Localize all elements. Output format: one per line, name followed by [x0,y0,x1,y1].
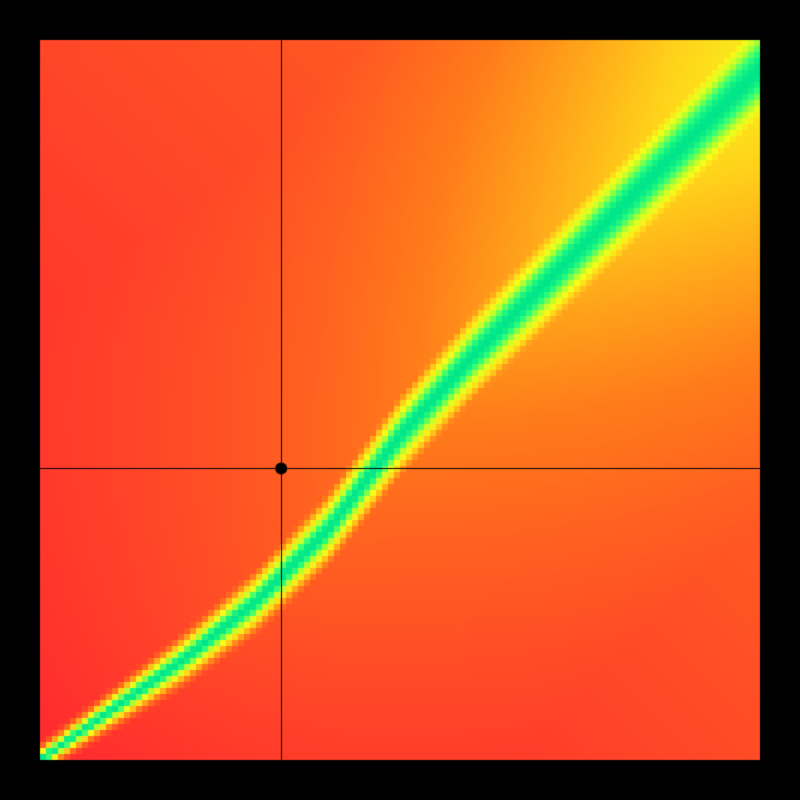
crosshair-overlay [0,0,800,800]
